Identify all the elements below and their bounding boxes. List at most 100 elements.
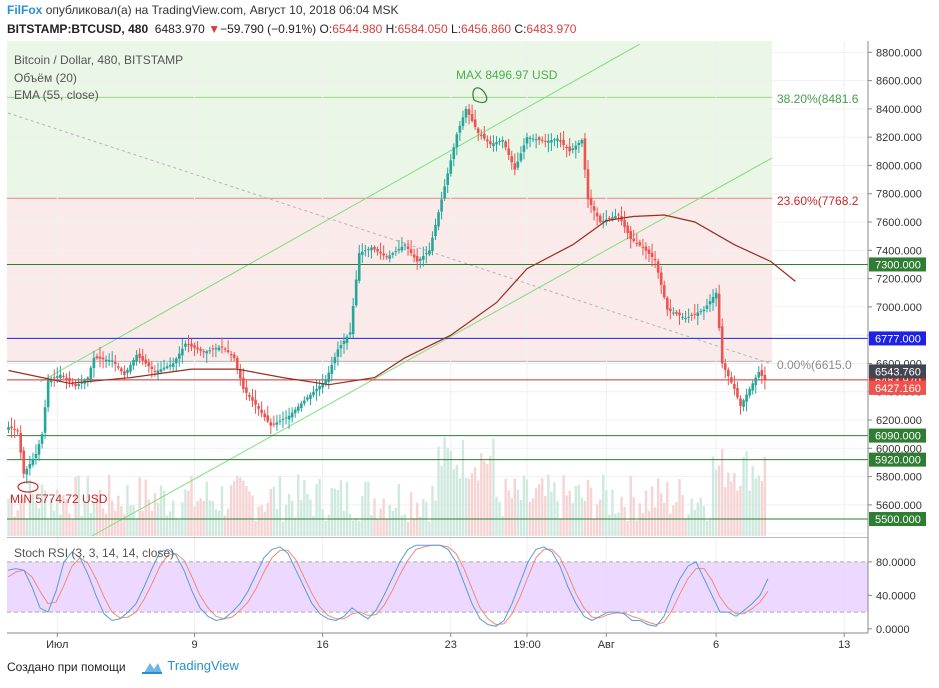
candle-body [437,212,440,227]
volume-bar [519,499,523,536]
min-marker [17,481,39,493]
volume-bar [373,498,376,536]
price-tick-label: 8400.000 [876,104,922,116]
volume-bar [217,510,221,536]
candle-body [165,366,169,369]
candle-body [470,113,474,121]
price-tick-label: 5800.000 [876,472,922,484]
candle-body [672,312,675,314]
volume-bar [290,500,294,536]
candle-body [412,254,416,258]
volume-bar [10,495,13,536]
volume-bar [745,451,748,536]
volume-bar [422,499,425,536]
volume-bar [632,497,635,536]
volume-bar [31,493,35,536]
candle-body [345,336,349,343]
volume-bar [666,482,669,536]
volume-bar [452,469,455,536]
volume-bar [361,496,364,536]
volume-bar [656,478,660,536]
ema-55-line [8,214,796,386]
price-tick-label: 8800.000 [876,47,922,59]
volume-bar [257,506,260,536]
candle-body [473,119,477,127]
candle-body [675,312,678,314]
candle-body [522,145,526,152]
volume-bar [577,484,581,536]
volume-bar [13,516,16,536]
volume-bar [28,479,32,536]
candle-body [495,142,498,145]
time-tick-label: 16 [317,639,329,651]
volume-bar [690,498,693,536]
candle-body [181,348,184,356]
candle-body [626,225,629,233]
candle-body [312,391,315,396]
candle-body [220,346,224,348]
candle-body [110,360,114,362]
ema-legend: EMA (55, close) [14,88,99,102]
candle-body [656,261,660,273]
candle-body [357,253,361,281]
author-name[interactable]: FilFox [7,3,43,17]
candle-body [126,369,129,373]
volume-bar [144,479,147,536]
volume-bar [239,477,242,536]
price-tag-label: 5500.000 [875,514,921,526]
candle-body [56,376,59,378]
candle-body [324,380,327,385]
volume-bar [135,518,138,536]
volume-bar [233,480,236,536]
price-tick-label: 8200.000 [876,132,922,144]
candle-body [415,256,419,262]
time-axis[interactable]: Июл 9 16 23 19:00 Авг 6 13 [7,632,868,651]
candle-body [598,215,602,223]
candle-body [187,344,190,346]
price-tag-box [869,257,926,272]
candle-body [687,316,690,318]
candle-body [174,358,178,364]
candle-body [595,212,599,217]
volume-bar [455,464,459,536]
candle-body [86,377,90,380]
candle-body [49,379,53,383]
price-tag-box [869,364,926,379]
volume-bar [260,504,263,536]
candle-body [641,246,645,248]
candle-body [373,246,376,250]
horizontal-levels[interactable] [7,263,868,520]
volume-bar [641,513,645,536]
volume-bar [68,513,71,536]
volume-bar [111,500,114,536]
volume-bar [626,520,629,536]
candle-body [690,314,693,316]
candle-body [354,279,358,306]
candle-body [31,458,35,465]
volume-bar [629,475,632,536]
volume-bar [495,496,498,536]
tradingview-logo[interactable]: TradingView [140,658,239,675]
candle-body [303,400,306,404]
candle-body [300,403,303,409]
candle-body [678,312,681,316]
candle-body [662,285,666,298]
candle-body [669,308,672,312]
volume-bar [721,448,724,536]
price-chart[interactable]: 8800.000 8600.000 8400.000 8200.000 8000.000… [0,40,939,655]
price-axis[interactable]: 8800.000 8600.000 8400.000 8200.000 8000.000… [867,41,926,636]
candle-body [720,326,724,364]
volume-bar [287,493,291,536]
volume-bar [391,510,394,536]
candle-body [525,137,529,144]
candle-body [193,345,196,348]
candle-body [235,357,239,369]
candle-body [693,313,697,315]
volume-bar [513,478,516,536]
volume-bar [486,463,489,536]
volume-bar [254,520,257,536]
candle-body [489,141,492,145]
price-tag-box [869,380,926,395]
volume-bar [638,503,642,536]
publication-header: FilFox опубликовал(а) на TradingView.com… [7,3,399,17]
